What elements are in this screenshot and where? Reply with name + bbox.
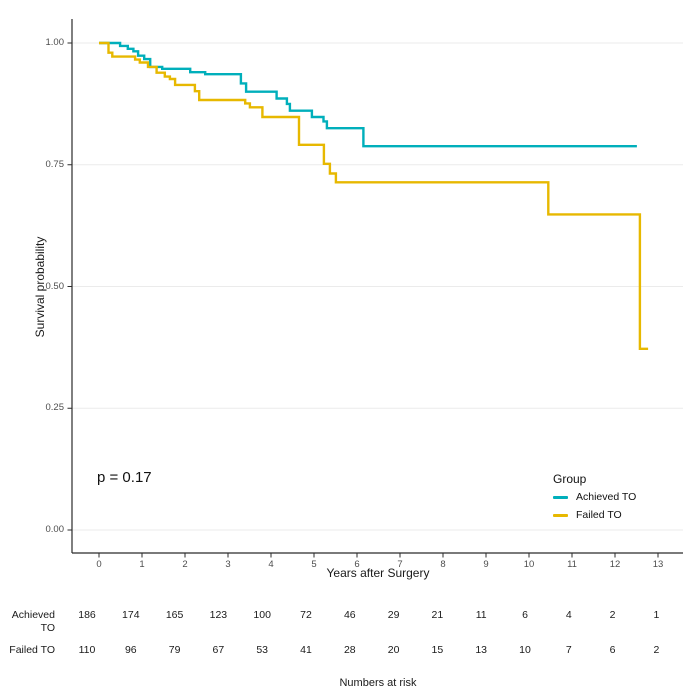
risk-count: 123 xyxy=(209,609,228,621)
risk-count: 7 xyxy=(565,644,572,656)
risk-count: 41 xyxy=(300,644,312,656)
risk-count: 53 xyxy=(256,644,269,656)
legend-entry-achieved-to: Achieved TO xyxy=(553,491,636,504)
risk-count: 96 xyxy=(124,644,137,656)
risk-count: 110 xyxy=(78,644,96,656)
risk-count: 6 xyxy=(522,609,528,621)
risk-count: 11 xyxy=(475,609,487,621)
p-value-annotation: p = 0.17 xyxy=(97,469,152,486)
risk-count: 1 xyxy=(653,609,660,621)
x-tick-label: 8 xyxy=(440,559,446,570)
legend: Group Achieved TO Failed TO xyxy=(553,472,636,522)
risk-count: 28 xyxy=(343,644,356,656)
y-tick-label: 0.50 xyxy=(45,280,65,292)
x-tick-label: 11 xyxy=(567,559,577,570)
legend-label-achieved-to: Achieved TO xyxy=(576,491,637,503)
x-tick-label: 12 xyxy=(609,559,621,570)
risk-count: 72 xyxy=(300,609,312,621)
risk-count: 29 xyxy=(387,609,400,621)
risk-count: 13 xyxy=(475,644,488,656)
legend-key-achieved-to-line xyxy=(553,496,568,499)
y-axis-title: Survival probability xyxy=(33,236,47,338)
x-tick-label: 13 xyxy=(652,559,664,570)
risk-count: 2 xyxy=(653,644,660,656)
x-tick-label: 10 xyxy=(523,559,535,570)
risk-count: 21 xyxy=(431,609,444,621)
x-axis-title: Years after Surgery xyxy=(326,566,430,580)
x-tick-label: 3 xyxy=(225,559,231,570)
legend-title: Group xyxy=(553,472,587,486)
x-tick-label: 0 xyxy=(96,559,102,570)
y-tick-label: 0.25 xyxy=(45,402,65,414)
risk-count: 15 xyxy=(431,644,444,656)
risk-count: 67 xyxy=(212,644,225,656)
legend-key-failed-to-line xyxy=(553,514,568,517)
risk-count: 79 xyxy=(168,644,181,656)
risk-count: 174 xyxy=(122,609,140,621)
x-tick-label: 9 xyxy=(483,559,489,570)
legend-entry-failed-to: Failed TO xyxy=(553,509,636,522)
risk-count: 10 xyxy=(519,644,531,656)
y-tick-label: 1.00 xyxy=(45,37,65,48)
x-tick-label: 6 xyxy=(354,559,360,570)
x-tick-label: 7 xyxy=(397,559,403,570)
y-tick-label: 0.75 xyxy=(45,158,65,170)
survival-curve-achieved-to xyxy=(99,41,637,148)
risk-count: 186 xyxy=(78,609,96,621)
x-tick-label: 1 xyxy=(139,559,145,570)
risk-count: 4 xyxy=(565,609,572,621)
risk-count: 100 xyxy=(253,609,271,621)
risk-row-label-achieved-to: Achieved TO xyxy=(11,609,55,634)
risk-table-caption: Numbers at risk xyxy=(339,677,417,689)
x-tick-label: 5 xyxy=(311,559,317,570)
risk-count: 20 xyxy=(387,644,400,656)
x-tick-label: 2 xyxy=(182,559,188,570)
risk-count: 165 xyxy=(165,609,184,621)
risk-count: 2 xyxy=(609,609,616,621)
survival-curve-failed-to xyxy=(99,41,649,350)
x-tick-label: 4 xyxy=(268,559,274,570)
risk-count: 6 xyxy=(609,644,616,656)
legend-label-failed-to: Failed TO xyxy=(576,509,622,521)
risk-row-label-failed-to: Failed TO xyxy=(9,644,55,656)
y-tick-label: 0.00 xyxy=(45,524,65,535)
risk-count: 46 xyxy=(343,609,356,621)
